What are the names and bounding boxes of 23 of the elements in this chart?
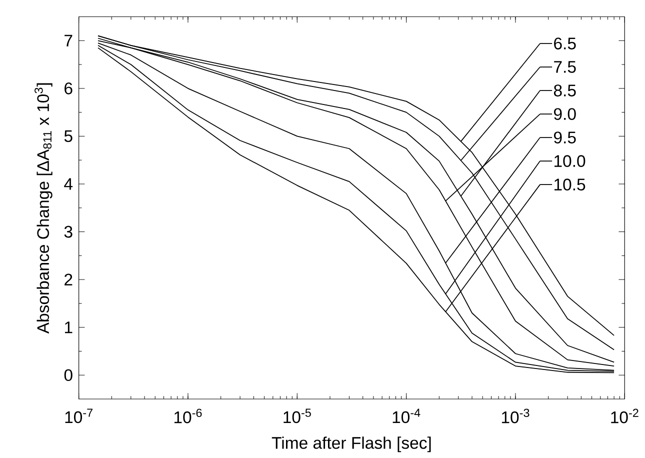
x-tick-label: 10$^{-6}$ [174, 408, 202, 424]
y-tick-label: 1 [65, 322, 72, 334]
legend-label: 9.0 [554, 108, 576, 120]
legend-label: 6.5 [554, 38, 576, 50]
y-tick-label: 5 [64, 130, 72, 142]
y-tick-label: 2 [64, 274, 72, 286]
y-tick-label: 6 [64, 82, 72, 94]
x-tick-label: 10$^{-4}$ [392, 408, 420, 424]
y-tick-label: 3 [64, 226, 72, 238]
legend-label: 8.5 [554, 84, 576, 97]
legend-label: 10.5 [554, 178, 586, 191]
x-tick-label: 10$^{-5}$ [284, 408, 311, 424]
legend-label: 7.5 [554, 61, 576, 73]
y-axis-title: Absorbance Change [ΔA$_{811}$ x 10$^{3}$] [34, 83, 52, 334]
legend-label: 10.0 [554, 155, 586, 168]
y-tick-label: 0 [64, 369, 72, 382]
x-tick-label: 10$^{-3}$ [502, 408, 530, 424]
x-tick-label: 10$^{-7}$ [65, 408, 93, 424]
y-tick-label: 7 [64, 34, 72, 47]
x-axis-title: Time after Flash [sec] [272, 436, 431, 452]
x-tick-label: 10$^{-2}$ [611, 408, 638, 424]
y-tick-label: 4 [64, 178, 73, 190]
legend-label: 9.5 [554, 132, 576, 144]
